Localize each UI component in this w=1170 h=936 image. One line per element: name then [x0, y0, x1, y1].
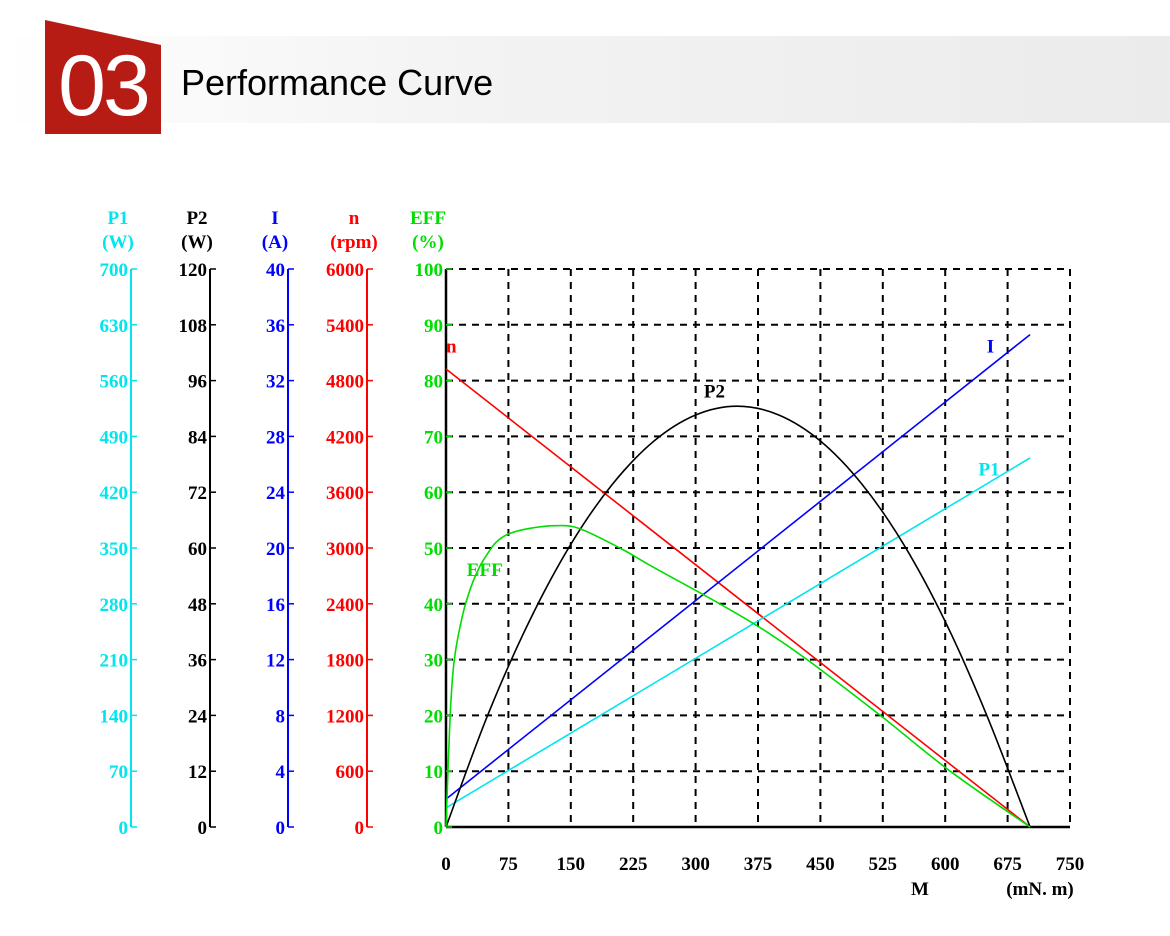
y-tick-label-n: 3600 — [326, 483, 364, 504]
y-tick-label-i: 8 — [276, 706, 286, 727]
y-tick-label-p2: 0 — [198, 818, 208, 839]
y-axis-name-p1: P1 — [107, 208, 128, 229]
y-axis-unit-eff: (%) — [412, 232, 444, 253]
series-label-p2: P2 — [704, 381, 725, 402]
series-line-eff — [445, 524, 1031, 828]
x-tick-label: 375 — [744, 854, 773, 875]
y-tick-label-p1: 420 — [100, 483, 129, 504]
y-tick-label-p2: 84 — [188, 427, 208, 448]
y-tick-label-p2: 96 — [188, 372, 207, 393]
y-tick-label-n: 6000 — [326, 260, 364, 281]
y-tick-label-eff: 80 — [424, 372, 443, 393]
series-line-p2 — [445, 405, 1031, 828]
x-tick-label: 225 — [619, 854, 648, 875]
y-tick-label-p2: 36 — [188, 651, 207, 672]
section-badge — [45, 20, 161, 134]
y-tick-label-p2: 72 — [188, 483, 207, 504]
y-tick-label-eff: 50 — [424, 539, 443, 560]
y-tick-label-p2: 60 — [188, 539, 207, 560]
x-tick-label: 150 — [557, 854, 586, 875]
x-axis-unit: (mN. m) — [1006, 879, 1074, 900]
y-tick-label-p2: 48 — [188, 595, 207, 616]
y-tick-label-eff: 40 — [424, 595, 443, 616]
y-tick-label-i: 16 — [266, 595, 285, 616]
y-tick-label-eff: 10 — [424, 762, 443, 783]
y-axis-unit-p2: (W) — [181, 232, 213, 253]
y-tick-label-p1: 0 — [119, 818, 129, 839]
y-tick-label-p1: 350 — [100, 539, 129, 560]
x-tick-label: 600 — [931, 854, 960, 875]
series-label-i: I — [987, 337, 994, 358]
y-tick-label-eff: 20 — [424, 706, 443, 727]
y-tick-label-n: 600 — [336, 762, 365, 783]
y-tick-label-eff: 90 — [424, 316, 443, 337]
y-axis-name-n: n — [349, 208, 360, 229]
y-axis-name-i: I — [271, 208, 278, 229]
x-tick-label: 450 — [806, 854, 835, 875]
series-label-eff: EFF — [467, 560, 503, 581]
x-tick-label: 675 — [993, 854, 1022, 875]
y-tick-label-i: 20 — [266, 539, 285, 560]
x-tick-label: 0 — [441, 854, 451, 875]
x-tick-label: 300 — [681, 854, 710, 875]
y-tick-label-p1: 280 — [100, 595, 129, 616]
y-tick-label-p2: 108 — [179, 316, 208, 337]
y-axis-name-eff: EFF — [410, 208, 446, 229]
x-axis-label: M — [911, 879, 929, 900]
y-tick-label-eff: 0 — [434, 818, 444, 839]
y-tick-label-p1: 70 — [109, 762, 128, 783]
y-tick-label-i: 28 — [266, 427, 285, 448]
y-tick-label-i: 4 — [276, 762, 286, 783]
section-number: 03 — [58, 38, 151, 134]
series-line-i — [445, 333, 1031, 800]
y-tick-label-p2: 24 — [188, 706, 208, 727]
y-tick-label-n: 5400 — [326, 316, 364, 337]
y-tick-label-i: 32 — [266, 372, 285, 393]
y-tick-label-p1: 560 — [100, 372, 129, 393]
y-tick-label-p2: 120 — [179, 260, 208, 281]
y-tick-label-p1: 140 — [100, 706, 129, 727]
y-axis-unit-n: (rpm) — [330, 232, 377, 253]
y-tick-label-eff: 70 — [424, 427, 443, 448]
y-tick-label-n: 1200 — [326, 706, 364, 727]
y-tick-label-n: 4800 — [326, 372, 364, 393]
y-axis-name-p2: P2 — [186, 208, 207, 229]
y-tick-label-n: 2400 — [326, 595, 364, 616]
x-tick-label: 75 — [499, 854, 518, 875]
y-tick-label-p1: 700 — [100, 260, 129, 281]
page-title: Performance Curve — [181, 62, 494, 103]
series-label-p1: P1 — [978, 459, 999, 480]
y-tick-label-i: 24 — [266, 483, 286, 504]
y-tick-label-p1: 630 — [100, 316, 129, 337]
y-tick-label-eff: 60 — [424, 483, 443, 504]
x-tick-label: 525 — [869, 854, 898, 875]
y-tick-label-i: 0 — [276, 818, 286, 839]
y-tick-label-eff: 30 — [424, 651, 443, 672]
y-tick-label-n: 1800 — [326, 651, 364, 672]
y-tick-label-eff: 100 — [415, 260, 444, 281]
y-axis-unit-p1: (W) — [102, 232, 134, 253]
series-line-n — [445, 368, 1031, 828]
y-tick-label-p2: 12 — [188, 762, 207, 783]
y-tick-label-p1: 490 — [100, 427, 129, 448]
y-axis-unit-i: (A) — [262, 232, 288, 253]
y-tick-label-p1: 210 — [100, 651, 129, 672]
title-band — [0, 36, 1170, 123]
series-line-p1 — [445, 457, 1031, 809]
y-tick-label-n: 0 — [355, 818, 365, 839]
y-tick-label-n: 4200 — [326, 427, 364, 448]
y-tick-label-i: 40 — [266, 260, 285, 281]
x-tick-label: 750 — [1056, 854, 1085, 875]
y-tick-label-i: 12 — [266, 651, 285, 672]
y-tick-label-n: 3000 — [326, 539, 364, 560]
series-label-n: n — [446, 337, 457, 358]
y-tick-label-i: 36 — [266, 316, 285, 337]
